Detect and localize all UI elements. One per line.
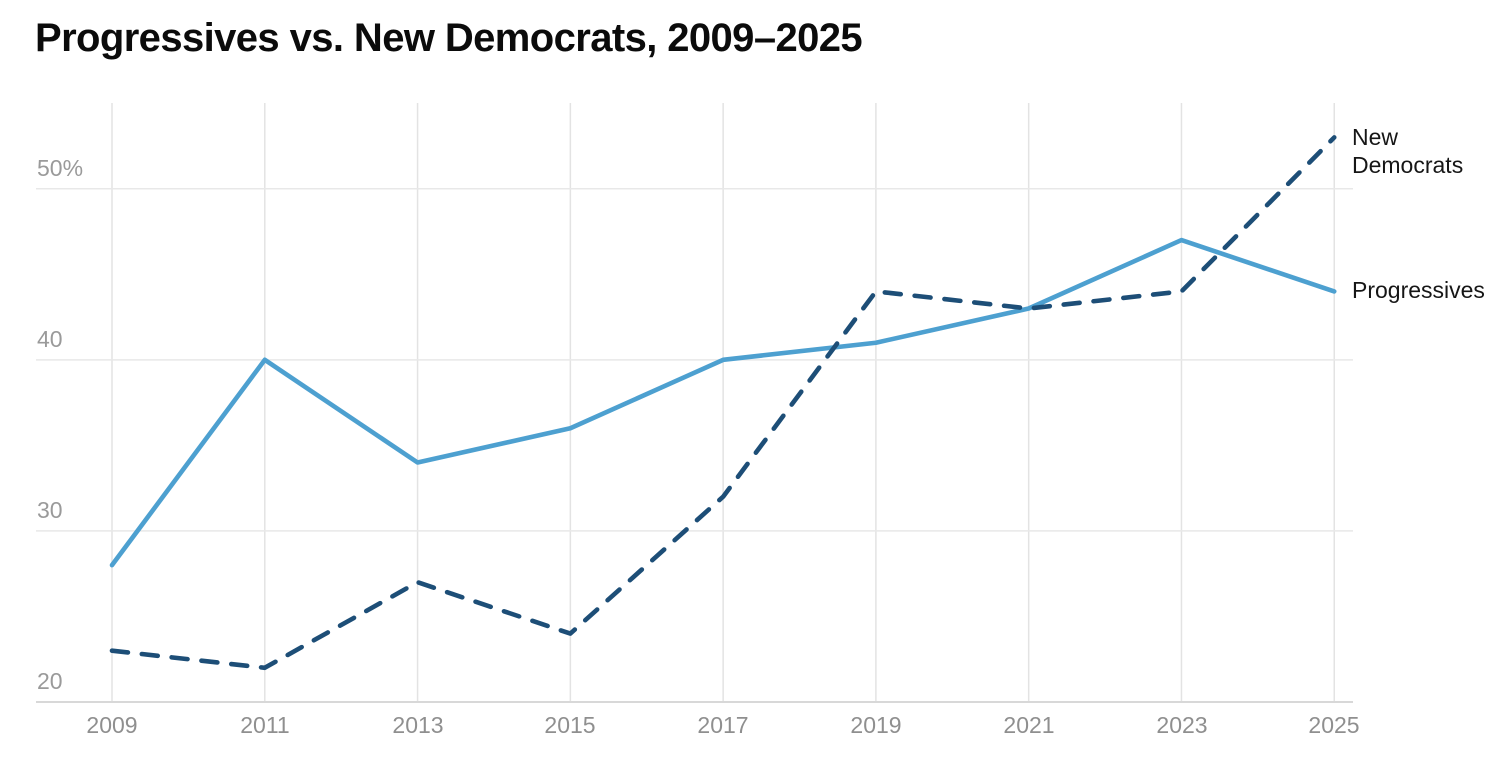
- x-axis-tick-label: 2025: [1308, 712, 1360, 738]
- x-axis-tick-label: 2023: [1156, 712, 1208, 738]
- x-axis-tick-label: 2021: [1003, 712, 1055, 738]
- x-axis-tick-label: 2011: [240, 712, 290, 738]
- x-axis-tick-label: 2017: [697, 712, 749, 738]
- y-axis-tick-label: 40: [37, 326, 63, 352]
- x-axis-tick-label: 2009: [86, 712, 138, 738]
- x-axis-tick-label: 2013: [392, 712, 444, 738]
- x-axis-tick-label: 2019: [850, 712, 902, 738]
- series-line-progressives: [109, 237, 1337, 568]
- series-label-new-democrats: New Democrats: [1352, 124, 1464, 178]
- y-axis-tick-label: 20: [37, 668, 63, 694]
- y-axis-tick-label: 30: [37, 497, 63, 523]
- chart-title: Progressives vs. New Democrats, 2009–202…: [35, 16, 863, 60]
- series-label-progressives: Progressives: [1352, 277, 1485, 303]
- y-axis-tick-label: 50%: [37, 155, 84, 181]
- x-axis-tick-label: 2015: [544, 712, 596, 738]
- series-line-new-democrats: [109, 135, 1337, 671]
